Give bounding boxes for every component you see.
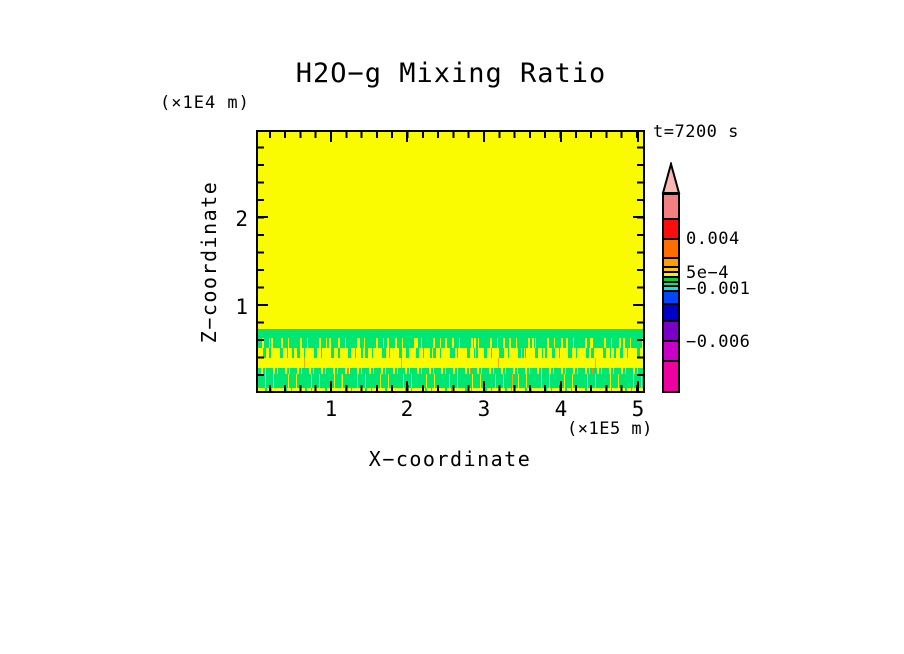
x-tick-label-2: 2	[400, 397, 414, 421]
colorbar-segment-red	[662, 218, 680, 240]
x-major-tick-4-top	[560, 132, 562, 142]
x-major-tick-1-top	[330, 132, 332, 142]
field-band-mixed-dense	[258, 338, 643, 348]
z-tick-label-1: 1	[235, 295, 248, 319]
x-tick-label-1: 1	[324, 397, 338, 421]
z-major-tick-2-left	[258, 216, 268, 218]
x-axis-unit-label: (×1E5 m)	[567, 419, 653, 439]
colorbar-segment-pink	[662, 360, 680, 393]
colorbar-overflow-arrow-icon	[661, 162, 681, 194]
colorbar-label-5e-4: 5e−4	[686, 263, 729, 283]
field-band-bottom-strip	[258, 388, 643, 391]
plot-area	[256, 130, 645, 393]
field-band-mixed-sparse	[258, 348, 643, 358]
x-tick-label-5: 5	[631, 397, 645, 421]
x-axis-title: X−coordinate	[368, 447, 532, 471]
colorbar	[662, 193, 680, 393]
x-major-tick-3-top	[483, 132, 485, 142]
z-tick-label-2: 2	[235, 207, 248, 231]
colorbar-segment-salmon	[662, 193, 680, 220]
x-tick-label-4: 4	[554, 397, 568, 421]
field-band-yellow	[258, 358, 643, 368]
z-major-tick-2-right	[633, 216, 643, 218]
z-axis-title: Z−coordinate	[197, 180, 221, 344]
x-major-tick-3-bottom	[483, 381, 485, 391]
colorbar-segment-orange-red	[662, 238, 680, 259]
x-major-tick-5-bottom	[637, 381, 639, 391]
field-band-speckle	[258, 368, 643, 374]
colorbar-label--0006: −0.006	[686, 332, 751, 352]
colorbar-label-0004: 0.004	[686, 229, 740, 249]
colorbar-segment-purple	[662, 320, 680, 342]
colorbar-label--0001: −0.001	[686, 279, 751, 299]
plot-title: H2O−g Mixing Ratio	[295, 58, 607, 89]
time-label: t=7200 s	[653, 122, 739, 142]
x-tick-label-3: 3	[477, 397, 491, 421]
x-major-tick-5-top	[637, 132, 639, 142]
z-major-tick-1-right	[633, 304, 643, 306]
x-major-tick-2-bottom	[406, 381, 408, 391]
x-major-tick-4-bottom	[560, 381, 562, 391]
field-band-green-streaky	[258, 374, 643, 388]
x-major-tick-1-bottom	[330, 381, 332, 391]
z-axis-unit-label: (×1E4 m)	[160, 93, 250, 113]
field-band-green-solid	[258, 329, 643, 338]
x-axis-minor-ticks-top	[258, 132, 643, 138]
colorbar-segment-magenta	[662, 340, 680, 362]
x-major-tick-2-top	[406, 132, 408, 142]
z-major-tick-1-left	[258, 304, 268, 306]
